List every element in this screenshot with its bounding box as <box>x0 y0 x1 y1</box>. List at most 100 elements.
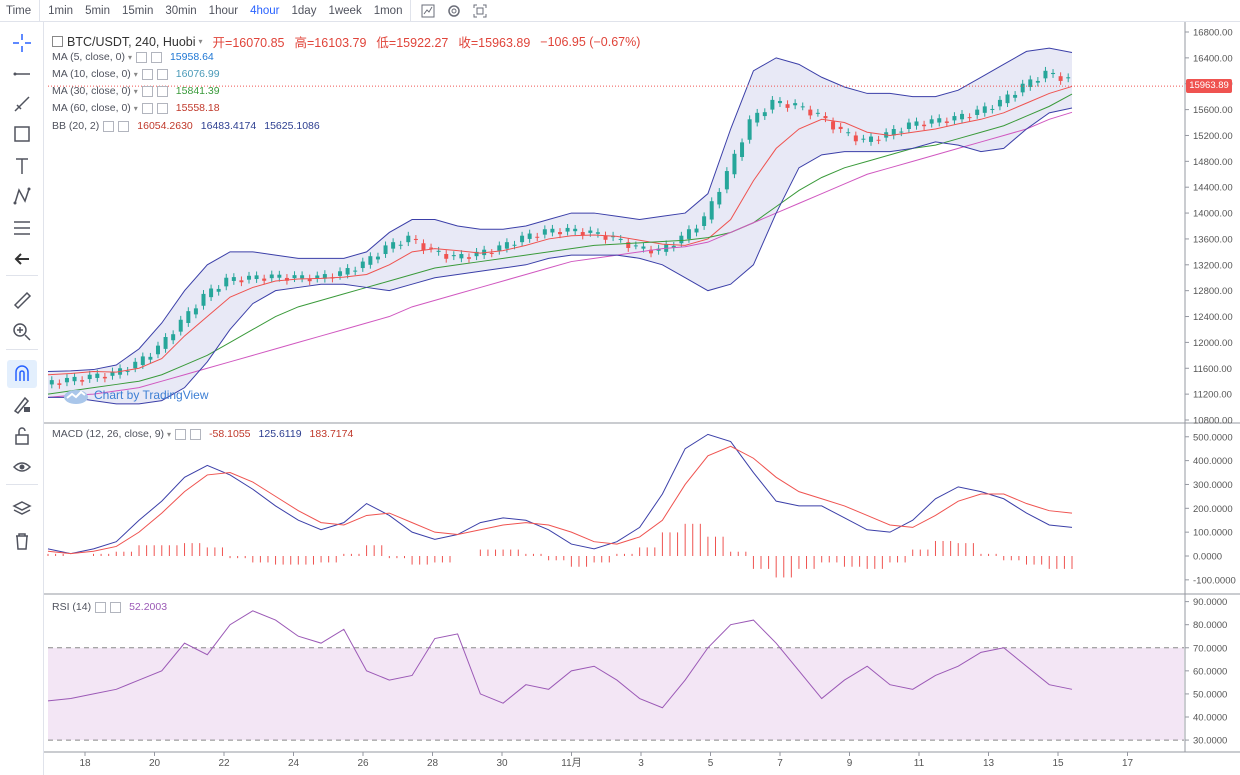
magnet-icon[interactable] <box>7 360 37 388</box>
timeframe-1mon[interactable]: 1mon <box>373 4 403 17</box>
zoom-in-icon[interactable] <box>7 318 37 346</box>
rectangle-icon[interactable] <box>7 120 37 148</box>
candle-body <box>338 271 343 276</box>
indicator-name[interactable]: BB (20, 2) <box>52 120 100 132</box>
current-price-label: 15963.89 <box>1186 79 1232 93</box>
tradingview-watermark[interactable]: Chart by TradingView <box>62 386 209 404</box>
chevron-down-icon[interactable]: ▾ <box>127 52 132 62</box>
crosshair-icon[interactable] <box>7 29 37 57</box>
close-icon[interactable] <box>156 85 168 97</box>
timeframe-30min[interactable]: 30min <box>165 4 197 17</box>
symbol-title[interactable]: BTC/USDT, 240, Huobi <box>67 34 196 49</box>
layers-icon[interactable] <box>7 495 37 523</box>
indicator-chart-icon[interactable] <box>417 0 439 22</box>
timeframe-1hour[interactable]: 1hour <box>208 4 239 17</box>
candle-body <box>102 376 107 379</box>
horizontal-line-icon[interactable] <box>7 60 37 88</box>
sidebar-divider <box>6 484 38 485</box>
signal-line <box>47 445 1073 555</box>
candle-body <box>391 242 396 249</box>
settings-icon[interactable] <box>135 51 147 63</box>
y-tick-label: 30.0000 <box>1193 736 1227 747</box>
indicator-name[interactable]: MA (30, close, 0) <box>52 85 131 97</box>
ruler-icon[interactable] <box>7 286 37 314</box>
ma30-line <box>47 93 1073 395</box>
timeframe-5min[interactable]: 5min <box>85 4 111 17</box>
rsi-value: 52.2003 <box>129 601 168 613</box>
candle-body <box>626 242 631 248</box>
y-tick-label: 400.0000 <box>1193 456 1233 467</box>
candle-body <box>831 121 836 130</box>
candle-body <box>1013 94 1018 98</box>
x-tick-label: 15 <box>1052 758 1064 769</box>
macd-name[interactable]: MACD (12, 26, close, 9) <box>52 428 165 440</box>
collapse-checkbox-icon[interactable] <box>52 36 63 47</box>
y-tick-label: 10800.00 <box>1193 416 1233 427</box>
x-tick-label: 13 <box>983 758 995 769</box>
indicator-value-2: 16483.4174 <box>200 120 257 132</box>
text-icon[interactable] <box>7 152 37 180</box>
y-tick-label: 14000.00 <box>1193 209 1233 220</box>
settings-icon[interactable] <box>141 102 153 114</box>
bollinger-band-fill <box>48 48 1072 404</box>
fullscreen-icon[interactable] <box>469 0 491 22</box>
indicator-value-3: 15625.1086 <box>264 120 320 132</box>
close-icon[interactable] <box>110 601 122 613</box>
chevron-down-icon[interactable]: ▾ <box>133 69 138 79</box>
close-icon[interactable] <box>118 120 130 132</box>
candle-body <box>990 108 995 110</box>
close-icon[interactable] <box>150 51 162 63</box>
back-arrow-icon[interactable] <box>7 245 37 273</box>
trash-icon[interactable] <box>7 527 37 555</box>
rsi-band-fill <box>48 647 1184 741</box>
y-tick-label: 60.0000 <box>1193 666 1227 677</box>
settings-icon[interactable] <box>141 68 153 80</box>
candle-body <box>459 254 464 259</box>
fib-retracement-icon[interactable] <box>7 214 37 242</box>
candle-body <box>922 124 927 127</box>
indicator-name[interactable]: MA (60, close, 0) <box>52 102 131 114</box>
settings-gear-icon[interactable] <box>443 0 465 22</box>
indicator-name[interactable]: MA (10, close, 0) <box>52 68 131 80</box>
candle-body <box>292 275 297 279</box>
candle-body <box>580 232 585 236</box>
settings-icon[interactable] <box>95 601 107 613</box>
pattern-icon[interactable] <box>7 182 37 210</box>
ma10-line <box>47 85 1073 376</box>
y-tick-label: 40.0000 <box>1193 713 1227 724</box>
timeframe-time[interactable]: Time <box>6 4 32 17</box>
chart-area[interactable]: 16800.0016400.0016000.0015600.0015200.00… <box>44 22 1240 775</box>
y-tick-label: 14400.00 <box>1193 183 1233 194</box>
chevron-down-icon[interactable]: ▾ <box>133 103 138 113</box>
candle-body <box>209 288 214 298</box>
candle-body <box>57 383 62 385</box>
timeframe-4hour[interactable]: 4hour <box>250 4 280 17</box>
trend-line-icon[interactable] <box>7 90 37 118</box>
candle-body <box>762 112 767 117</box>
x-tick-label: 28 <box>427 758 439 769</box>
pencil-lock-icon[interactable] <box>7 390 37 418</box>
timeframe-1min[interactable]: 1min <box>48 4 74 17</box>
chevron-down-icon[interactable]: ▾ <box>167 429 172 439</box>
timeframe-1week[interactable]: 1week <box>328 4 362 17</box>
chevron-down-icon[interactable]: ▾ <box>198 37 203 46</box>
bb-upper-line <box>47 47 1073 372</box>
close-icon[interactable] <box>156 102 168 114</box>
close-icon[interactable] <box>156 68 168 80</box>
y-tick-label: 16400.00 <box>1193 53 1233 64</box>
close-icon[interactable] <box>190 428 202 440</box>
unlock-icon[interactable] <box>7 422 37 450</box>
eye-icon[interactable] <box>7 453 37 481</box>
indicator-value: 15558.18 <box>175 102 220 114</box>
candle-body <box>466 257 471 259</box>
settings-icon[interactable] <box>141 85 153 97</box>
settings-icon[interactable] <box>103 120 115 132</box>
timeframe-15min[interactable]: 15min <box>122 4 154 17</box>
chevron-down-icon[interactable]: ▾ <box>133 86 138 96</box>
rsi-name[interactable]: RSI (14) <box>52 601 92 613</box>
timeframe-1day[interactable]: 1day <box>291 4 317 17</box>
candle-body <box>633 245 638 247</box>
settings-icon[interactable] <box>175 428 187 440</box>
indicator-name[interactable]: MA (5, close, 0) <box>52 51 125 63</box>
candle-body <box>193 308 198 315</box>
